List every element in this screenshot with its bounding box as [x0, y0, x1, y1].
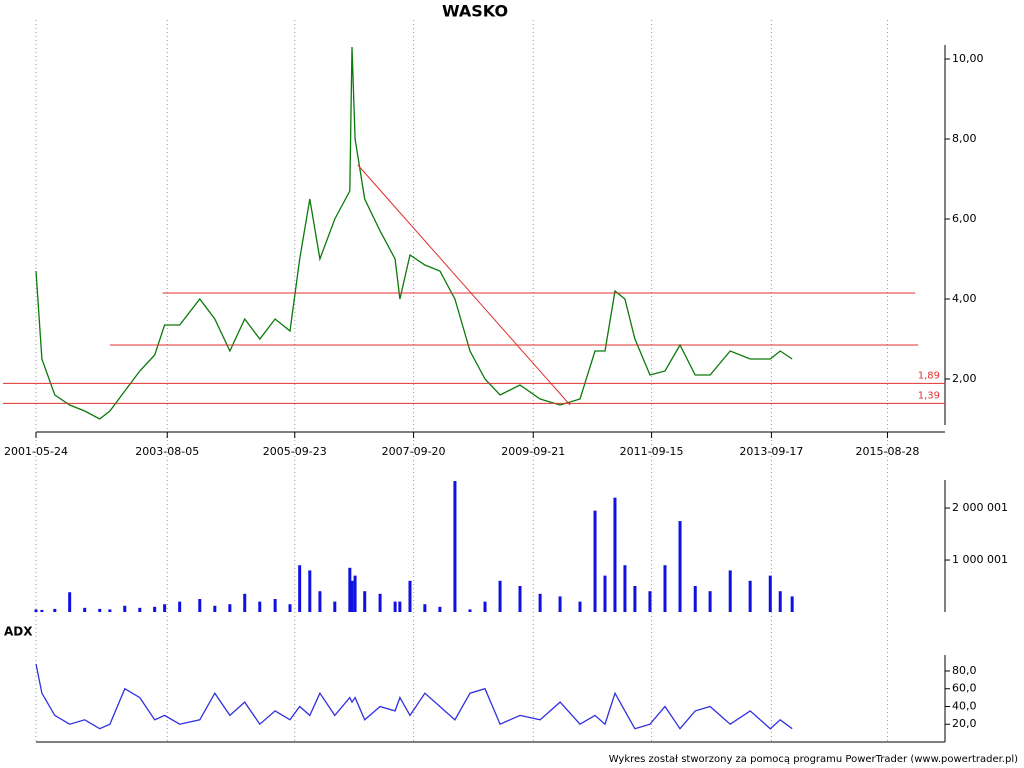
bar — [273, 599, 277, 612]
data-line — [35, 663, 793, 730]
x-tick-label: 2009-09-21 — [501, 445, 565, 458]
bar — [748, 580, 752, 612]
bar — [178, 601, 182, 612]
bar — [153, 606, 157, 612]
bar — [423, 604, 427, 612]
support-label: 1,89 — [918, 370, 940, 381]
bar — [408, 580, 412, 612]
trend-line — [357, 164, 571, 406]
y-tick-label: 4,00 — [952, 292, 977, 305]
bar — [288, 604, 292, 612]
bar — [258, 601, 262, 612]
bar — [393, 601, 397, 612]
bar — [603, 575, 607, 612]
bar — [68, 592, 72, 612]
x-tick-label: 2005-09-23 — [263, 445, 327, 458]
bar — [790, 596, 794, 612]
bar — [468, 609, 472, 612]
bar — [498, 580, 502, 612]
y-tick-label: 6,00 — [952, 212, 977, 225]
bar — [678, 521, 682, 612]
bar — [308, 570, 312, 612]
bar — [83, 607, 87, 612]
bar — [40, 609, 44, 612]
bar — [613, 497, 617, 612]
footer: Wykres został stworzony za pomocą progra… — [609, 754, 1018, 765]
bar — [558, 596, 562, 612]
bar — [518, 586, 522, 612]
bar — [228, 604, 232, 612]
bar — [353, 575, 357, 612]
bar — [138, 607, 142, 612]
bar — [538, 593, 542, 612]
bar — [350, 580, 354, 612]
bar — [693, 586, 697, 612]
bar — [663, 565, 667, 612]
bar — [213, 605, 217, 612]
y-tick-label: 2,00 — [952, 372, 977, 385]
bar — [163, 604, 167, 612]
bar — [623, 565, 627, 612]
bar — [298, 565, 302, 612]
y-tick-label: 40,0 — [952, 699, 977, 712]
bar — [123, 605, 127, 612]
bar — [778, 591, 782, 612]
bar — [333, 601, 337, 612]
y-tick-label: 2 000 001 — [952, 501, 1008, 514]
bar — [578, 601, 582, 612]
x-tick-label: 2013-09-17 — [739, 445, 803, 458]
y-tick-label: 20,0 — [952, 717, 977, 730]
bar — [708, 591, 712, 612]
bar — [453, 481, 457, 612]
support-label: 1,39 — [918, 390, 940, 401]
bar — [98, 608, 102, 612]
y-tick-label: 80,0 — [952, 664, 977, 677]
bar — [768, 575, 772, 612]
y-tick-label: 10,00 — [952, 52, 984, 65]
panel-title: ADX — [4, 625, 33, 639]
x-tick-label: 2003-08-05 — [135, 445, 199, 458]
x-tick-label: 2007-09-20 — [382, 445, 446, 458]
bar — [633, 586, 637, 612]
bar — [593, 510, 597, 612]
chart-title: WASKO — [442, 2, 508, 21]
x-tick-label: 2011-09-15 — [620, 445, 684, 458]
bar — [108, 609, 112, 612]
y-tick-label: 60,0 — [952, 682, 977, 695]
bar — [378, 593, 382, 612]
x-tick-label: 2015-08-28 — [855, 445, 919, 458]
bar — [318, 591, 322, 612]
bar — [728, 570, 732, 612]
y-tick-label: 1 000 001 — [952, 553, 1008, 566]
bar — [34, 609, 38, 612]
data-line — [35, 46, 793, 420]
x-tick-label: 2001-05-24 — [4, 445, 68, 458]
bar — [648, 591, 652, 612]
bar — [398, 601, 402, 612]
bar — [198, 599, 202, 612]
bar — [363, 591, 367, 612]
bar — [438, 606, 442, 612]
y-tick-label: 8,00 — [952, 132, 977, 145]
bar — [483, 601, 487, 612]
bar — [53, 608, 57, 612]
bar — [348, 567, 352, 612]
bar — [243, 593, 247, 612]
